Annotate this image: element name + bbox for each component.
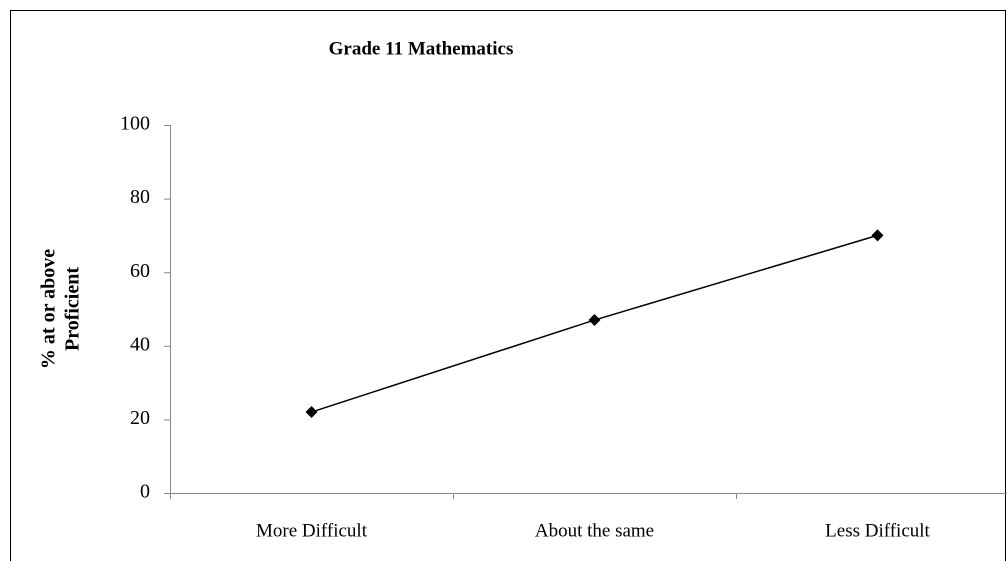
y-tick-label: 20 <box>130 407 150 429</box>
y-axis-title-line: Proficient <box>62 267 84 351</box>
y-tick-label: 100 <box>120 113 150 135</box>
chart-border <box>10 10 1006 561</box>
y-tick-label: 40 <box>130 333 150 355</box>
y-tick-label: 0 <box>140 481 150 503</box>
chart-title: Grade 11 Mathematics <box>329 38 514 59</box>
x-tick-label: About the same <box>535 520 654 541</box>
marker <box>588 314 601 327</box>
x-tick-label: Less Difficult <box>825 520 930 541</box>
y-axis-title: % at or above Proficient <box>38 249 84 369</box>
y-axis-title-line: % at or above <box>38 249 60 369</box>
y-tick-label: 80 <box>130 186 150 208</box>
y-tick-label: 60 <box>130 260 150 282</box>
marker <box>305 406 318 419</box>
marker <box>871 229 884 242</box>
x-tick-label: More Difficult <box>256 520 368 541</box>
